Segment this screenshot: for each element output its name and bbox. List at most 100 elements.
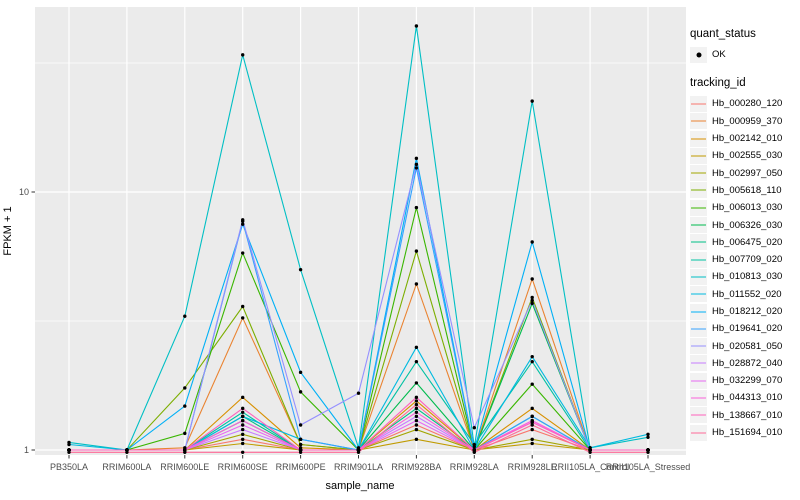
legend-item-Hb_010813_030: Hb_010813_030 — [690, 268, 798, 285]
legend-key-swatch — [690, 320, 707, 337]
data-point — [298, 267, 303, 272]
data-point — [241, 450, 245, 454]
line-swatch-icon — [691, 345, 706, 347]
data-point — [241, 418, 245, 423]
data-point — [241, 251, 245, 255]
legend-item-label: Hb_011552_020 — [712, 288, 782, 300]
data-point — [67, 442, 71, 447]
legend-item-label: Hb_138667_010 — [712, 409, 783, 421]
data-point — [530, 295, 534, 300]
legend-item-label: Hb_005618_110 — [712, 184, 782, 196]
data-point — [298, 370, 303, 375]
data-point — [298, 442, 303, 447]
legend-key-swatch — [690, 199, 707, 216]
legend-item-label: Hb_000959_370 — [712, 115, 783, 127]
data-point — [530, 406, 534, 411]
data-point — [183, 431, 187, 436]
legend-key-swatch — [690, 251, 707, 268]
data-point — [530, 423, 534, 427]
data-point — [183, 404, 187, 408]
legend-item-label: Hb_007709_020 — [712, 254, 783, 266]
data-point — [241, 222, 245, 226]
line-swatch-icon — [691, 207, 706, 209]
x-tick-label: RRIM600LA — [102, 462, 152, 472]
data-point — [241, 410, 245, 414]
legend-title-quant-status: quant_status — [690, 28, 756, 40]
data-point — [530, 441, 534, 446]
line-swatch-icon — [691, 432, 706, 434]
line-swatch-icon — [691, 311, 706, 312]
data-point — [241, 53, 245, 57]
data-point — [241, 395, 245, 400]
data-point — [530, 354, 534, 359]
legend-item-Hb_018212_020: Hb_018212_020 — [690, 303, 798, 320]
legend-item-Hb_005618_110: Hb_005618_110 — [690, 182, 798, 199]
data-point — [356, 450, 361, 454]
data-point — [241, 423, 245, 427]
data-point — [298, 390, 303, 394]
line-swatch-icon — [691, 362, 706, 364]
legend-key-swatch — [690, 303, 707, 320]
legend-item-label: Hb_002142_010 — [712, 133, 783, 145]
data-point — [241, 304, 245, 309]
data-point — [530, 277, 534, 281]
data-point — [646, 450, 650, 454]
point-icon — [696, 52, 701, 58]
x-tick-label: RRIM928LA — [449, 462, 499, 472]
legend-key-swatch — [690, 165, 707, 182]
data-point — [414, 399, 419, 403]
legend-item-label: Hb_006475_020 — [712, 236, 783, 248]
data-point — [414, 345, 419, 350]
legend-item-label: Hb_032299_070 — [712, 375, 783, 387]
x-tick-label: RRII105LA_Stressed — [605, 462, 691, 472]
x-tick-label: RRIM901LA — [333, 462, 384, 472]
legend-key-swatch — [690, 338, 707, 355]
line-swatch-icon — [691, 414, 706, 416]
line-swatch-icon — [691, 259, 706, 261]
line-swatch-icon — [691, 224, 706, 226]
data-point — [414, 402, 419, 407]
legend-item-Hb_006326_030: Hb_006326_030 — [690, 216, 798, 234]
data-point — [530, 301, 534, 306]
data-point — [414, 249, 419, 253]
legend-item-Hb_006475_020: Hb_006475_020 — [690, 234, 798, 251]
legend-key-swatch — [690, 234, 707, 251]
data-point — [125, 450, 129, 454]
legend-key-swatch — [690, 268, 707, 285]
line-swatch-icon — [691, 328, 706, 330]
legend-item-Hb_011552_020: Hb_011552_020 — [690, 286, 798, 303]
legend-item-Hb_044313_010: Hb_044313_010 — [690, 389, 798, 406]
data-point — [414, 423, 419, 427]
x-tick-label: RRIM600PE — [275, 462, 326, 472]
legend-item-Hb_000280_120: Hb_000280_120 — [690, 95, 798, 112]
legend-item-Hb_020581_050: Hb_020581_050 — [690, 337, 798, 355]
data-point — [298, 423, 303, 427]
line-swatch-icon — [691, 241, 706, 243]
legend-item-Hb_002142_010: Hb_002142_010 — [690, 130, 798, 147]
line-swatch-icon — [691, 293, 706, 295]
data-point — [414, 162, 419, 167]
data-point — [414, 205, 419, 210]
legend-key-swatch — [690, 130, 707, 147]
data-point — [530, 298, 534, 303]
legend-key-swatch — [690, 424, 707, 441]
data-point — [414, 410, 419, 414]
legend-key-swatch — [690, 286, 707, 303]
legend-item-ok: OK — [690, 46, 798, 63]
legend-item-label: Hb_044313_010 — [712, 392, 783, 404]
line-swatch-icon — [691, 103, 706, 105]
legend-item-label: Hb_010813_030 — [712, 271, 783, 283]
data-point — [414, 406, 419, 411]
data-point — [183, 386, 187, 390]
data-point — [472, 444, 476, 449]
legend-item-label: Hb_018212_020 — [712, 306, 783, 317]
legend-key-swatch — [690, 182, 707, 199]
legend-item-label: Hb_002997_050 — [712, 167, 783, 179]
data-point — [414, 427, 419, 432]
line-swatch-icon — [691, 172, 706, 174]
legend-key-swatch — [690, 355, 707, 372]
data-point — [472, 450, 476, 454]
legend-key-swatch — [690, 389, 707, 406]
legend-item-Hb_000959_370: Hb_000959_370 — [690, 113, 798, 130]
